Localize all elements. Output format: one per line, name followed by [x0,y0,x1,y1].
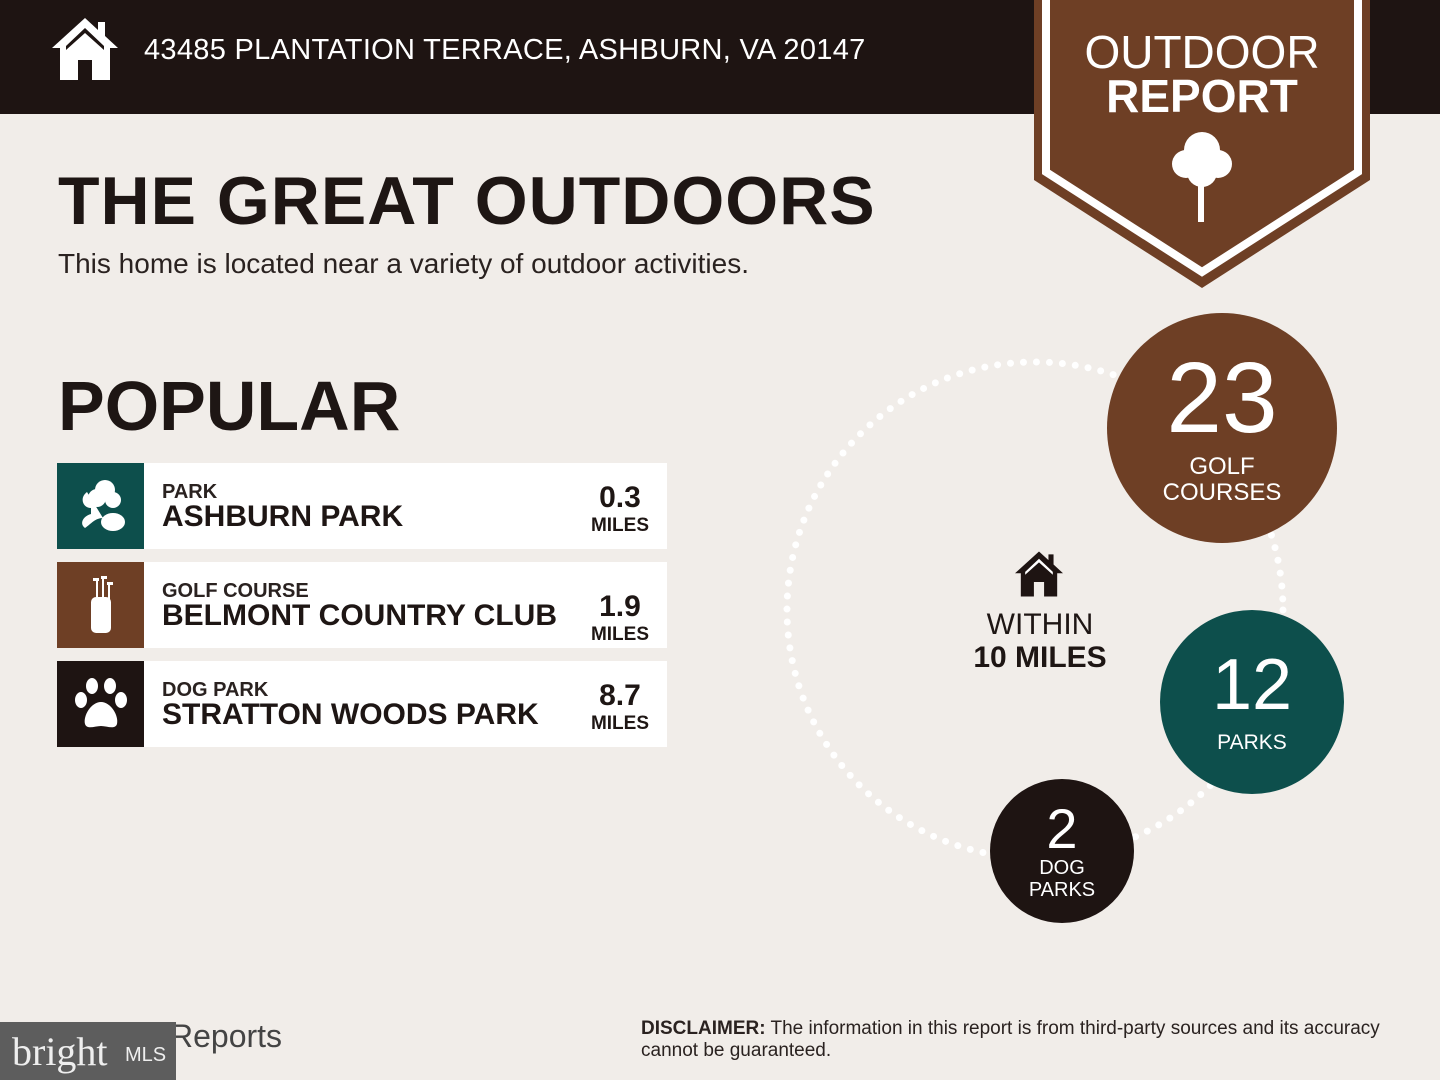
item-category: PARK [162,481,218,503]
item-unit: MILES [590,515,649,536]
item-unit: MILES [590,624,649,645]
parks-count: 12 PARKS [1160,610,1344,794]
reports-logo-text: Reports [170,1018,283,1054]
item-distance: 1.9 [599,590,641,623]
golf-bag-icon [57,562,144,648]
item-category: DOG PARK [162,679,269,701]
popular-heading: POPULAR [58,367,401,445]
item-unit: MILES [590,713,649,734]
paw-icon [57,661,144,747]
list-item: PARK ASHBURN PARK 0.3 MILES [57,463,667,549]
tree-park-icon [57,463,144,549]
list-item: GOLF COURSE BELMONT COUNTRY CLUB 1.9 MILE… [57,562,667,648]
badge-title-line2: REPORT [1106,70,1298,122]
badge-title-line1: OUTDOOR [1084,26,1320,78]
item-category: GOLF COURSE [162,580,309,602]
item-name: STRATTON WOODS PARK [162,698,539,731]
item-distance: 0.3 [599,481,641,514]
bright-mls-watermark: bright MLS [0,1022,176,1080]
golf-courses-count: 23 GOLF COURSES [1107,313,1337,543]
property-address: 43485 PLANTATION TERRACE, ASHBURN, VA 20… [144,34,866,66]
page-title: THE GREAT OUTDOORS [58,163,876,239]
item-name: BELMONT COUNTRY CLUB [162,599,557,632]
within-label: WITHIN 10 MILES [973,608,1107,674]
home-icon [1015,551,1063,597]
home-icon [52,18,118,80]
disclaimer: DISCLAIMER: The information in this repo… [641,1018,1380,1061]
outdoor-report-badge [1034,0,1370,288]
tree-icon [1172,132,1232,222]
item-name: ASHBURN PARK [162,500,404,533]
page-subtitle: This home is located near a variety of o… [58,248,750,279]
dog-parks-count: 2 DOG PARKS [990,779,1134,923]
item-distance: 8.7 [599,679,641,712]
list-item: DOG PARK STRATTON WOODS PARK 8.7 MILES [57,661,667,747]
